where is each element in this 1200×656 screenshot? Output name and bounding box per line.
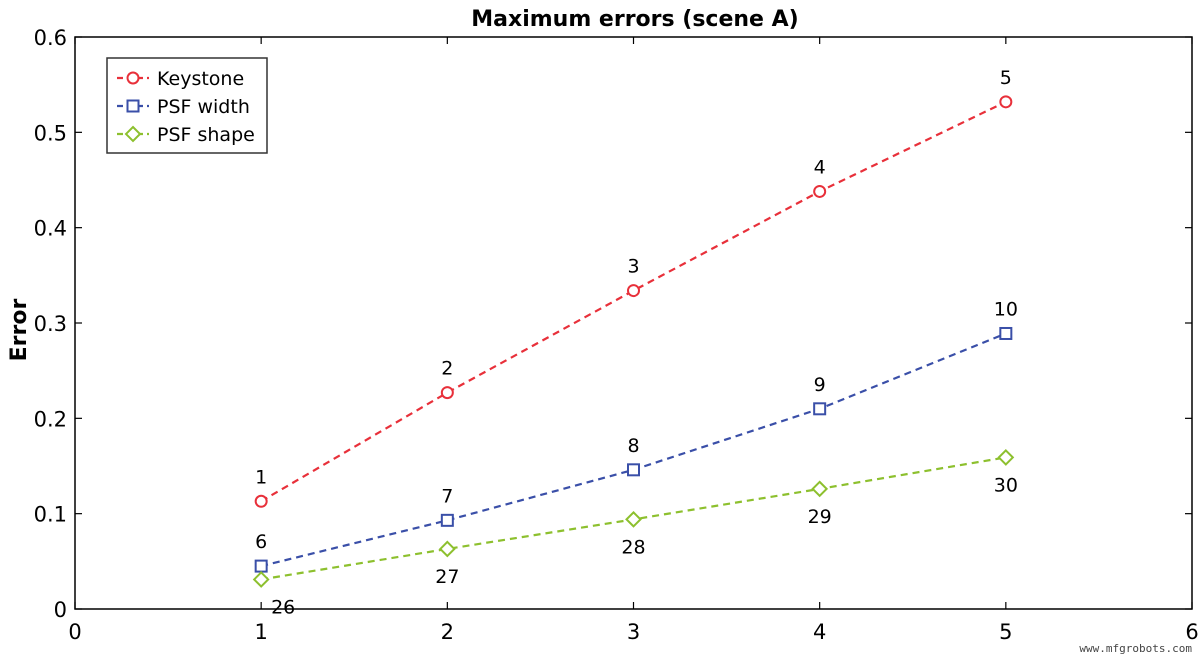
series-keystone: 1 2 3 4 5 (254, 67, 1013, 508)
data-label: 8 (627, 435, 639, 457)
x-tick-label: 3 (627, 620, 640, 644)
data-label: 10 (994, 298, 1018, 320)
x-tick-label: 4 (813, 620, 826, 644)
data-label: 28 (621, 536, 645, 558)
legend-entry: PSF shape (117, 124, 255, 146)
y-tick-label: 0.4 (34, 217, 67, 241)
chart-title: Maximum errors (scene A) (471, 7, 798, 32)
data-point (438, 540, 456, 558)
data-point (627, 284, 640, 298)
y-tick-label: 0.5 (34, 121, 67, 145)
y-axis-label: Error (7, 299, 32, 362)
data-label: 27 (435, 566, 459, 588)
y-tick-label: 0 (54, 598, 67, 622)
data-point (999, 95, 1013, 109)
data-point (625, 510, 642, 528)
x-tick-label: 6 (1185, 620, 1198, 644)
x-tick-label: 2 (441, 620, 454, 644)
data-point (254, 494, 268, 508)
legend-marker (124, 125, 142, 143)
legend-marker (126, 71, 140, 85)
data-point (440, 513, 454, 527)
series-psf-shape: 26 27 28 29 30 (252, 449, 1018, 618)
data-label: 6 (255, 531, 267, 553)
x-tick-label: 0 (68, 620, 81, 644)
data-point (252, 571, 270, 588)
data-label: 9 (814, 374, 826, 396)
y-tick-label: 0.2 (34, 407, 67, 431)
data-point (254, 559, 268, 573)
data-point (440, 386, 454, 400)
series-layer: 1 2 3 4 5 6 7 8 9 10 26 27 28 29 30 (252, 67, 1018, 618)
data-label: 7 (441, 485, 453, 507)
data-point (813, 184, 827, 198)
y-tick-label: 0.1 (34, 503, 67, 527)
data-point (999, 326, 1013, 340)
data-label: 5 (1000, 67, 1012, 89)
legend-entry: Keystone (117, 68, 244, 90)
data-point (811, 480, 829, 498)
data-point (997, 449, 1015, 466)
data-label: 1 (255, 466, 267, 488)
legend-entry: PSF width (117, 96, 250, 118)
y-tick-label: 0.3 (34, 312, 67, 336)
legend-marker (126, 99, 140, 113)
x-tick-label: 1 (254, 620, 267, 644)
axis-ticks: 0 1 2 3 4 5 6 0 0.1 0.2 0.3 0.4 0.5 0.6 (34, 26, 1199, 644)
data-label: 26 (271, 596, 295, 618)
data-label: 2 (441, 358, 453, 380)
data-label: 3 (627, 256, 639, 278)
data-label: 4 (814, 156, 826, 178)
data-point (813, 402, 827, 416)
watermark: www.mfgrobots.com (1079, 642, 1192, 655)
x-tick-label: 5 (999, 620, 1012, 644)
legend-label: PSF shape (157, 124, 255, 146)
legend: Keystone PSF width PSF shape (106, 57, 268, 154)
legend-label: Keystone (157, 68, 244, 90)
series-psf-width: 6 7 8 9 10 (254, 298, 1018, 573)
y-tick-label: 0.6 (34, 26, 67, 50)
data-label: 29 (808, 506, 832, 528)
data-point (627, 463, 640, 477)
data-label: 30 (994, 474, 1018, 496)
legend-label: PSF width (157, 96, 250, 118)
